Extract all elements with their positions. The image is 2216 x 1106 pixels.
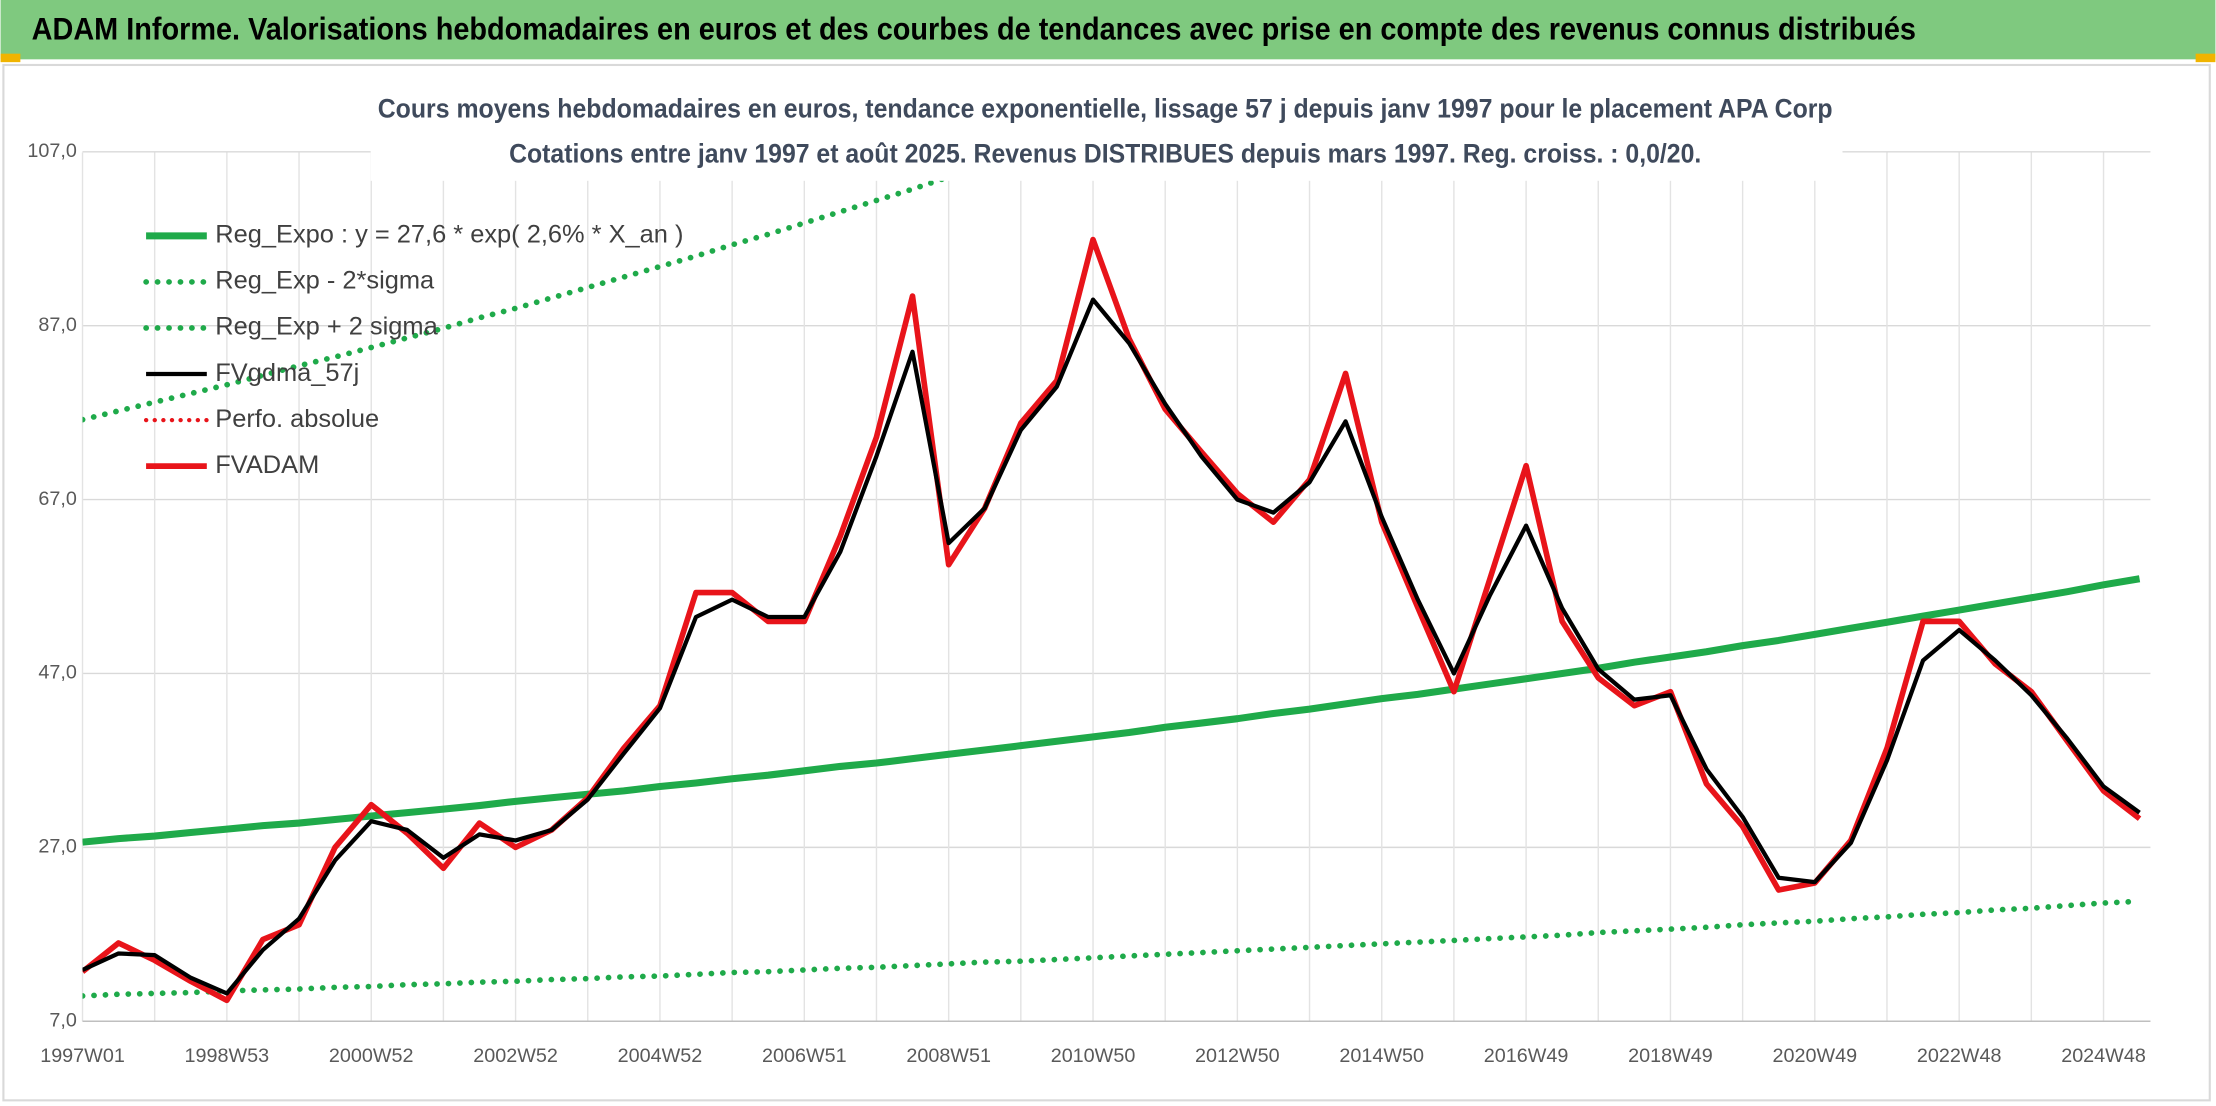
x-tick-label: 2012W50 (1195, 1045, 1280, 1067)
x-tick-label: 2004W52 (618, 1045, 703, 1067)
x-tick-label: 2018W49 (1628, 1045, 1713, 1067)
series-line (82, 898, 2143, 999)
y-tick-label: 27,0 (38, 836, 76, 858)
legend-label: FVADAM (215, 451, 319, 479)
x-tick-label: 2014W50 (1339, 1045, 1424, 1067)
axes: 7,0 27,0 47,0 67,0 87,0 107,0 1997W01 1998W53 20… (27, 140, 2151, 1067)
series-line (82, 236, 2142, 1004)
y-tick-label: 107,0 (27, 140, 76, 162)
x-tick-label: 2006W51 (762, 1045, 847, 1067)
plot-area (82, 125, 2143, 1004)
legend-label: FVgdma_57j (215, 359, 359, 387)
chart-title: Cours moyens hebdomadaires en euros, ten… (378, 93, 1833, 123)
x-tick-label: 2010W50 (1051, 1045, 1136, 1067)
corner-mark (0, 53, 21, 63)
title-box (370, 84, 1843, 181)
legend-label: Reg_Exp + 2 sigma (215, 313, 438, 341)
header-bar (0, 0, 2216, 60)
y-tick-label: 87,0 (38, 314, 76, 336)
series-line (82, 297, 2141, 996)
corner-mark (2195, 53, 2216, 63)
legend-label: Reg_Exp - 2*sigma (215, 267, 435, 295)
legend: Reg_Expo : y = 27,6 * exp( 2,6% * X_an )… (143, 221, 683, 479)
x-tick-label: 2008W51 (906, 1045, 991, 1067)
x-tick-label: 1997W01 (40, 1045, 125, 1067)
x-tick-label: 1998W53 (185, 1045, 270, 1067)
y-tick-label: 47,0 (38, 662, 76, 684)
x-tick-label: 2002W52 (473, 1045, 558, 1067)
y-tick-label: 67,0 (38, 488, 76, 510)
legend-label: Reg_Expo : y = 27,6 * exp( 2,6% * X_an ) (215, 221, 683, 249)
legend-label: Perfo. absolue (215, 405, 379, 433)
x-tick-label: 2020W49 (1772, 1045, 1857, 1067)
x-tick-label: 2016W49 (1484, 1045, 1569, 1067)
header-title: ADAM Informe. Valorisations hebdomadaire… (32, 11, 1916, 46)
series-line (82, 575, 2141, 846)
y-tick-label: 7,0 (49, 1009, 76, 1031)
x-tick-label: 2000W52 (329, 1045, 414, 1067)
x-tick-label: 2022W48 (1917, 1045, 2002, 1067)
series-line (82, 125, 1111, 423)
chart-frame (2, 63, 2211, 1102)
chart-subtitle: Cotations entre janv 1997 et août 2025. … (509, 138, 1701, 168)
x-tick-label: 2024W48 (2061, 1045, 2146, 1067)
